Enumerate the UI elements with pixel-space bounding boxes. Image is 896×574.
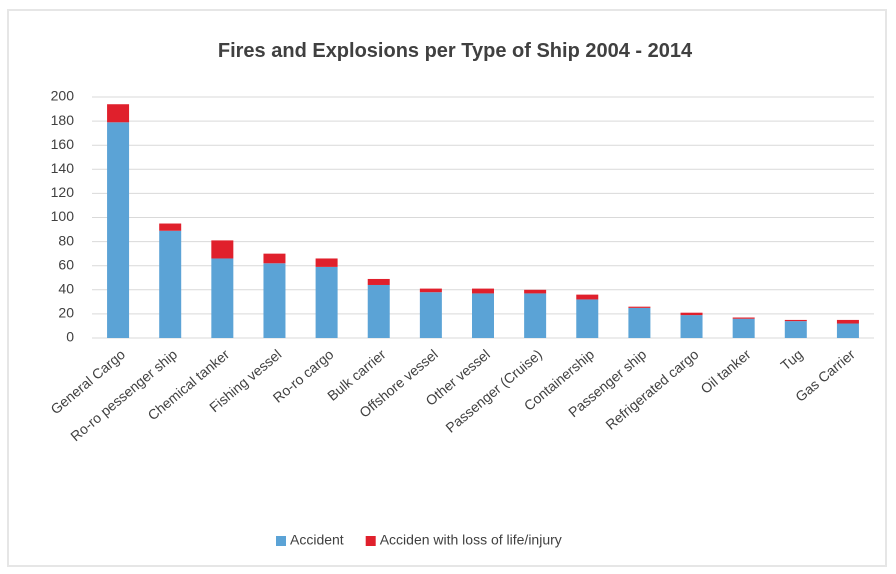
bar-segment — [211, 240, 234, 259]
bar-segment — [628, 307, 651, 338]
bar-segment — [419, 288, 442, 293]
bar-segment — [211, 258, 234, 338]
legend-label: Accident — [290, 532, 344, 548]
bar-segment — [159, 230, 182, 338]
bar-segment — [107, 122, 130, 339]
bar-segment — [784, 321, 807, 338]
bar-segment — [472, 288, 494, 294]
legend-swatch — [276, 536, 286, 546]
bar-segment — [732, 318, 755, 338]
bar-segment — [367, 278, 390, 285]
y-tick-label: 80 — [58, 232, 74, 248]
legend-label: Acciden with loss of life/injury — [380, 532, 562, 548]
y-tick-label: 160 — [51, 136, 75, 152]
y-tick-label: 60 — [58, 256, 74, 272]
bar-segment — [836, 323, 859, 338]
bar-segment — [367, 284, 390, 338]
bar-segment — [576, 299, 599, 338]
bar-segment — [784, 319, 807, 322]
y-tick-label: 40 — [58, 281, 74, 297]
chart-title: Fires and Explosions per Type of Ship 20… — [218, 40, 693, 62]
bar-segment — [836, 319, 859, 324]
legend-swatch — [365, 536, 376, 546]
y-tick-label: 20 — [58, 305, 74, 321]
y-tick-label: 180 — [51, 112, 75, 128]
y-tick-label: 140 — [51, 160, 75, 176]
bar-segment — [524, 289, 547, 294]
bar-segment — [263, 263, 286, 338]
y-tick-label: 120 — [51, 184, 75, 200]
bar-segment — [680, 315, 703, 338]
bar-segment — [263, 253, 286, 264]
bar-segment — [315, 258, 338, 267]
bar-segment — [159, 223, 182, 231]
chart-frame — [7, 9, 887, 567]
bar-segment — [628, 306, 651, 308]
bar-segment — [576, 294, 599, 300]
bar-segment — [472, 293, 494, 338]
bar-segment — [732, 317, 755, 319]
y-tick-label: 100 — [51, 208, 75, 224]
bar-segment — [419, 292, 442, 338]
bar-segment — [524, 293, 547, 338]
bar-segment — [107, 104, 130, 123]
y-tick-label: 200 — [51, 88, 75, 104]
bar-segment — [315, 266, 338, 338]
bar-segment — [680, 312, 703, 316]
y-tick-label: 0 — [66, 329, 74, 345]
